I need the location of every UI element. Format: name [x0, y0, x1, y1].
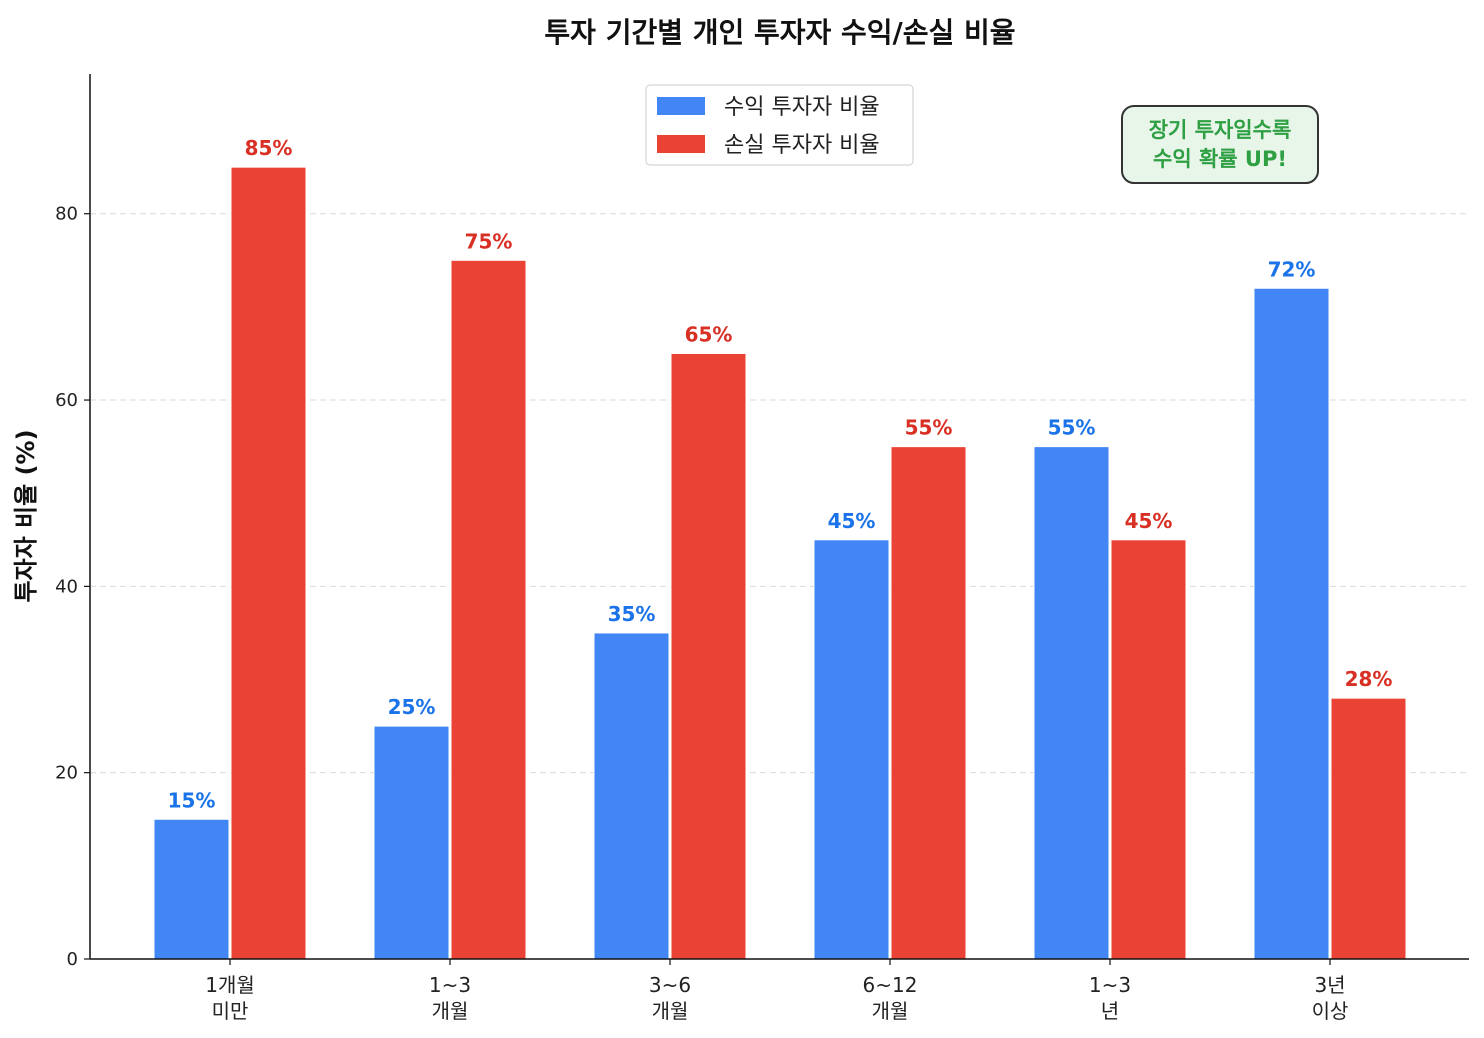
data-label: 15%: [168, 788, 216, 812]
chart-title: 투자 기간별 개인 투자자 수익/손실 비율: [544, 16, 1015, 49]
bar-loss: [1110, 539, 1187, 960]
data-label: 45%: [1125, 509, 1173, 533]
data-label: 65%: [685, 322, 733, 346]
data-labels: 15% 25% 35% 45% 55% 72% 85% 75% 65% 55% 45% 28%: [168, 136, 1393, 812]
x-tick-label: 3~6 개월: [649, 973, 691, 1023]
legend-entry: 수익 투자자 비율: [724, 95, 880, 120]
legend-swatch: [657, 97, 705, 115]
x-ticks: 1개월 미만 1~3 개월 3~6 개월 6~12 개월 1~3 년 3년 이상: [205, 959, 1348, 1023]
data-label: 45%: [828, 509, 876, 533]
y-tick-label: 0: [67, 949, 78, 970]
x-tick-label: 1~3 년: [1089, 973, 1131, 1023]
y-ticks: 0 20 40 60 80: [55, 204, 90, 970]
bar-loss: [670, 352, 747, 960]
annotation-frame: [1121, 105, 1319, 184]
bar-loss: [1330, 697, 1407, 960]
bar-profit: [1033, 446, 1110, 960]
annotation-text: 장기 투자일수록 수익 확률 UP!: [1149, 118, 1292, 171]
data-label: 35%: [608, 602, 656, 626]
y-axis-label: 투자자 비율 (%): [12, 429, 40, 602]
bar-profit: [1253, 287, 1330, 960]
x-tick-label: 6~12 개월: [863, 973, 918, 1023]
y-tick-label: 40: [55, 576, 78, 597]
data-label: 28%: [1345, 667, 1393, 691]
y-tick-label: 20: [55, 763, 78, 784]
data-label: 55%: [905, 416, 953, 440]
data-label: 75%: [465, 229, 513, 253]
data-label: 85%: [245, 136, 293, 160]
bar-profit: [593, 632, 670, 960]
legend-frame: [645, 84, 914, 166]
bar-profit: [153, 818, 230, 960]
bar-profit: [813, 539, 890, 960]
data-label: 72%: [1268, 257, 1316, 281]
annotation-box: 장기 투자일수록 수익 확률 UP!: [1121, 105, 1319, 184]
y-tick-label: 80: [55, 204, 78, 225]
axes: [89, 74, 1469, 960]
legend-entry: 손실 투자자 비율: [724, 133, 880, 158]
data-label: 25%: [388, 695, 436, 719]
legend-swatch: [657, 135, 705, 153]
data-label: 55%: [1048, 416, 1096, 440]
bar-loss: [450, 259, 527, 960]
bar-loss: [890, 446, 967, 960]
bars: [153, 166, 1407, 960]
x-tick-label: 1~3 개월: [429, 973, 471, 1023]
y-tick-label: 60: [55, 390, 78, 411]
bar-loss: [230, 166, 307, 960]
x-tick-label: 3년 이상: [1312, 973, 1349, 1023]
bar-profit: [373, 725, 450, 960]
x-tick-label: 1개월 미만: [205, 973, 255, 1023]
